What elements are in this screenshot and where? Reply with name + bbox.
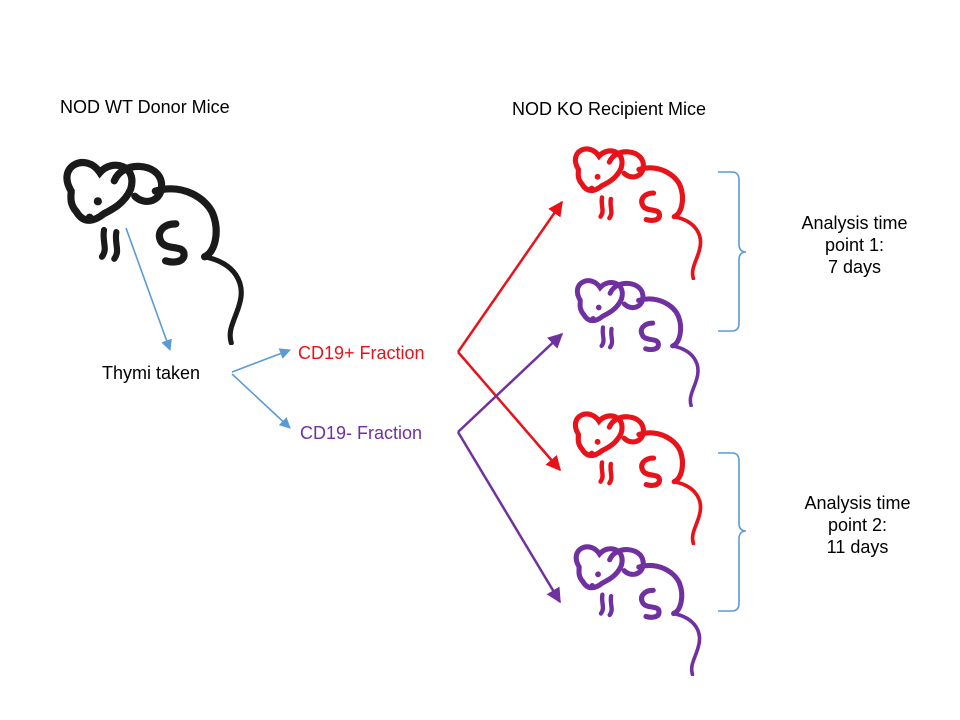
cd19-negative-label: CD19- Fraction (300, 423, 423, 443)
donor-title: NOD WT Donor Mice (60, 97, 230, 117)
purple-arrow-to-mouse-4 (456, 431, 562, 604)
recipient-mouse-purple-2-icon (576, 547, 699, 675)
analysis-1-line-1: Analysis time (801, 213, 908, 233)
arrow-to-cd19-negative (231, 373, 291, 429)
analysis-1-line-3: 7 days (827, 257, 882, 277)
red-arrow-to-mouse-3 (457, 351, 561, 472)
recipient-title: NOD KO Recipient Mice (512, 99, 707, 119)
recipient-mouse-red-2-icon (575, 414, 700, 544)
analysis-bracket-2 (718, 452, 747, 612)
thymus-arrow (125, 227, 172, 352)
donor-mouse-icon (67, 163, 241, 343)
red-arrow-to-mouse-1 (456, 200, 564, 353)
analysis-time-point-1: Analysis time point 1: 7 days (772, 212, 937, 278)
cd19-positive-label: CD19+ Fraction (298, 343, 425, 363)
recipient-mouse-purple-1-icon (577, 281, 698, 406)
analysis-time-point-2: Analysis time point 2: 11 days (775, 492, 940, 558)
analysis-2-line-1: Analysis time (804, 493, 911, 513)
purple-arrow-to-mouse-2 (457, 332, 564, 433)
analysis-1-line-2: point 1: (824, 235, 885, 255)
thymi-taken-label: Thymi taken (102, 363, 201, 383)
analysis-2-line-2: point 2: (827, 515, 888, 535)
arrow-to-cd19-positive (231, 348, 292, 373)
analysis-2-line-3: 11 days (826, 537, 889, 557)
recipient-mouse-red-1-icon (575, 149, 700, 279)
analysis-bracket-1 (718, 171, 747, 332)
